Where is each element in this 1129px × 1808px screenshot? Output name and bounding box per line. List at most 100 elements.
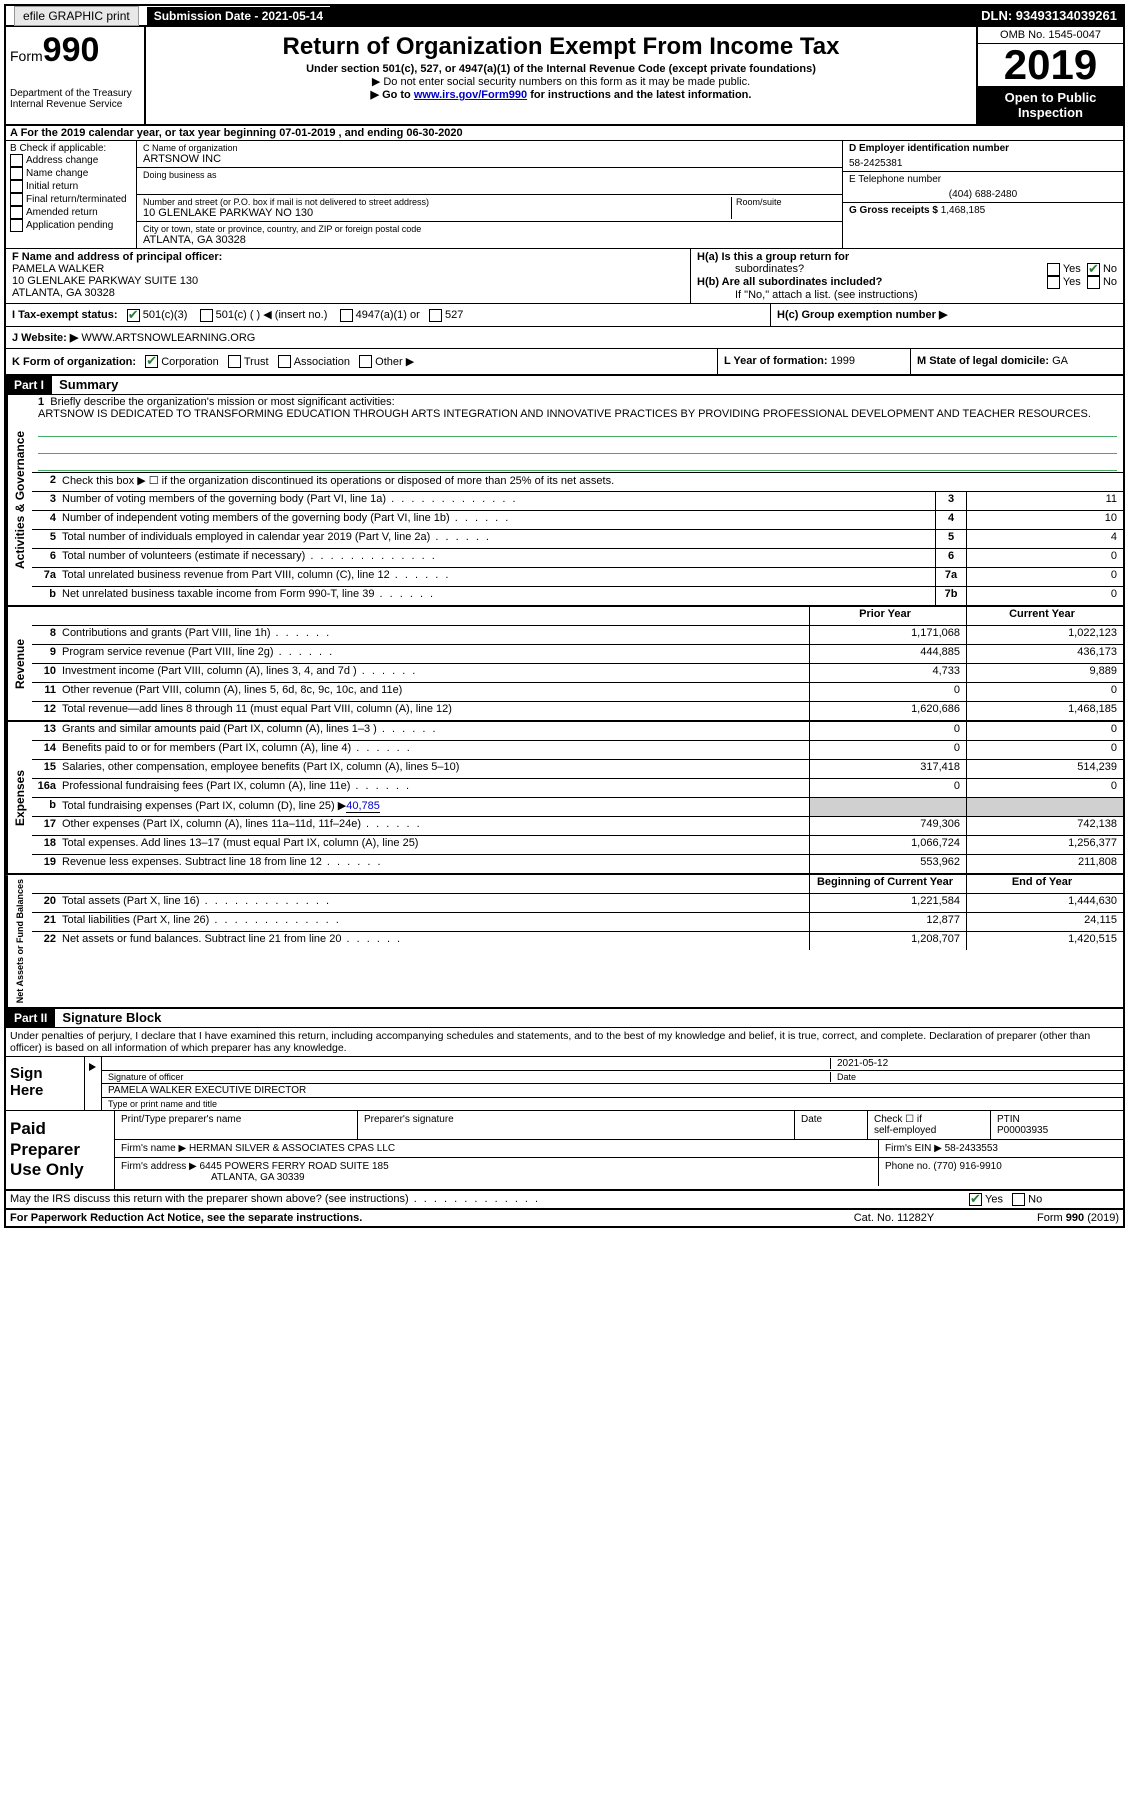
line-16b-val: 40,785 <box>346 800 380 813</box>
org-name: ARTSNOW INC <box>143 153 836 165</box>
header-mid: Return of Organization Exempt From Incom… <box>146 27 978 124</box>
chk-name-change[interactable] <box>10 167 23 180</box>
discuss-yes: Yes <box>985 1193 1003 1205</box>
firm-addr-cell: Firm's address ▶ 6445 POWERS FERRY ROAD … <box>115 1158 879 1186</box>
hdr-end: End of Year <box>966 875 1123 893</box>
dept-treasury: Department of the Treasury <box>10 88 140 99</box>
chk-trust[interactable] <box>228 355 241 368</box>
website-cell: J Website: ▶ WWW.ARTSNOWLEARNING.ORG <box>6 327 1123 348</box>
chk-501c[interactable] <box>200 309 213 322</box>
ein-label: D Employer identification number <box>849 143 1117 154</box>
opt-amended: Amended return <box>26 207 98 218</box>
firm-name: HERMAN SILVER & ASSOCIATES CPAS LLC <box>189 1143 395 1154</box>
chk-hb-no[interactable] <box>1087 276 1100 289</box>
line-16b-curr <box>966 798 1123 816</box>
sign-here-block: Sign Here 2021-05-12 Signature of office… <box>6 1057 1123 1111</box>
h-note: If "No," attach a list. (see instruction… <box>697 289 1117 301</box>
paid-preparer-label: Paid Preparer Use Only <box>6 1111 115 1188</box>
line-5-val: 4 <box>966 530 1123 548</box>
firm-ein-cell: Firm's EIN ▶ 58-2433553 <box>879 1140 1123 1157</box>
chk-501c3[interactable] <box>127 309 140 322</box>
chk-ha-no[interactable] <box>1087 263 1100 276</box>
line-9-prior: 444,885 <box>809 645 966 663</box>
year-formation: 1999 <box>831 355 855 367</box>
chk-pending[interactable] <box>10 219 23 232</box>
paid-h2: Preparer's signature <box>358 1111 795 1139</box>
chk-other[interactable] <box>359 355 372 368</box>
line-16a-desc: Professional fundraising fees (Part IX, … <box>60 779 809 797</box>
h-block: H(a) Is this a group return for subordin… <box>691 249 1123 303</box>
line-11-desc: Other revenue (Part VIII, column (A), li… <box>60 683 809 701</box>
line-4-desc: Number of independent voting members of … <box>60 511 935 529</box>
chk-corp[interactable] <box>145 355 158 368</box>
opt-527: 527 <box>445 309 463 321</box>
firm-phone: (770) 916-9910 <box>933 1161 1001 1172</box>
chk-ha-yes[interactable] <box>1047 263 1060 276</box>
line-16a-curr: 0 <box>966 779 1123 797</box>
opt-assoc: Association <box>294 356 350 368</box>
open-public-1: Open to Public <box>1005 90 1097 105</box>
irs-label: Internal Revenue Service <box>10 99 140 110</box>
section-governance: Activities & Governance 1 Briefly descri… <box>6 395 1123 607</box>
chk-address-change[interactable] <box>10 154 23 167</box>
chk-discuss-no[interactable] <box>1012 1193 1025 1206</box>
instruction-2: ▶ Go to www.irs.gov/Form990 for instruct… <box>150 88 972 101</box>
addr-label: Number and street (or P.O. box if mail i… <box>143 197 731 207</box>
chk-527[interactable] <box>429 309 442 322</box>
mission-blank-2 <box>38 439 1117 454</box>
col-d: D Employer identification number 58-2425… <box>843 141 1123 248</box>
line-18-prior: 1,066,724 <box>809 836 966 854</box>
row-j: J Website: ▶ WWW.ARTSNOWLEARNING.ORG <box>6 327 1123 349</box>
gross-value: 1,468,185 <box>941 205 986 216</box>
line-3-desc: Number of voting members of the governin… <box>60 492 935 510</box>
line-10-curr: 9,889 <box>966 664 1123 682</box>
side-revenue: Revenue <box>6 607 32 720</box>
side-governance: Activities & Governance <box>6 395 32 605</box>
opt-address-change: Address change <box>26 155 98 166</box>
chk-4947[interactable] <box>340 309 353 322</box>
line-7b-val: 0 <box>966 587 1123 605</box>
chk-amended[interactable] <box>10 206 23 219</box>
line-18-desc: Total expenses. Add lines 13–17 (must eq… <box>60 836 809 854</box>
chk-assoc[interactable] <box>278 355 291 368</box>
line-17-desc: Other expenses (Part IX, column (A), lin… <box>60 817 809 835</box>
line-3-val: 11 <box>966 492 1123 510</box>
city-state-zip: ATLANTA, GA 30328 <box>143 234 836 246</box>
k-block: K Form of organization: Corporation Trus… <box>6 349 718 375</box>
line-a: A For the 2019 calendar year, or tax yea… <box>6 126 1123 141</box>
chk-final-return[interactable] <box>10 193 23 206</box>
line-17-curr: 742,138 <box>966 817 1123 835</box>
part1-title: Summary <box>55 377 118 392</box>
state-domicile: GA <box>1052 355 1068 367</box>
penalties-text: Under penalties of perjury, I declare th… <box>6 1028 1123 1057</box>
room-label: Room/suite <box>736 197 836 207</box>
hdr-prior: Prior Year <box>809 607 966 625</box>
line-21-end: 24,115 <box>966 913 1123 931</box>
chk-initial-return[interactable] <box>10 180 23 193</box>
m-label: M State of legal domicile: <box>917 355 1052 367</box>
line-7b-desc: Net unrelated business taxable income fr… <box>60 587 935 605</box>
open-public-2: Inspection <box>1018 105 1083 120</box>
line-10-prior: 4,733 <box>809 664 966 682</box>
dln: DLN: 93493134039261 <box>330 6 1123 25</box>
gross-label: G Gross receipts $ <box>849 205 941 216</box>
line-7a-box: 7a <box>935 568 966 586</box>
chk-discuss-yes[interactable] <box>969 1193 982 1206</box>
chk-hb-yes[interactable] <box>1047 276 1060 289</box>
f-label: F Name and address of principal officer: <box>12 251 222 263</box>
opt-corp: Corporation <box>161 356 218 368</box>
efile-button[interactable]: efile GRAPHIC print <box>14 6 139 26</box>
paid-h1: Print/Type preparer's name <box>115 1111 358 1139</box>
line-3-box: 3 <box>935 492 966 510</box>
hc-block: H(c) Group exemption number ▶ <box>771 304 1123 326</box>
instruction-1: ▶ Do not enter social security numbers o… <box>150 75 972 88</box>
row-i: I Tax-exempt status: 501(c)(3) 501(c) ( … <box>6 304 1123 327</box>
opt-pending: Application pending <box>26 220 113 231</box>
part2-badge: Part II <box>6 1009 55 1027</box>
officer-addr1: 10 GLENLAKE PARKWAY SUITE 130 <box>12 275 198 287</box>
street-address: 10 GLENLAKE PARKWAY NO 130 <box>143 207 731 219</box>
irs-link[interactable]: www.irs.gov/Form990 <box>414 89 527 101</box>
m-block: M State of legal domicile: GA <box>911 349 1123 375</box>
line-11-curr: 0 <box>966 683 1123 701</box>
part1-badge: Part I <box>6 376 52 394</box>
